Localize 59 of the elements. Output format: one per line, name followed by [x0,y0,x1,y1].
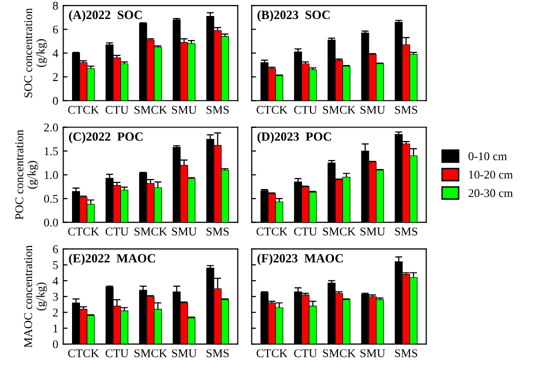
y-tick-label: 8 [52,2,58,10]
y-tick-label: 1.5 [44,147,58,156]
y-tick-label: 2 [53,308,58,316]
chart-title: (B)2023 SOC [258,10,330,22]
chart-title: (A)2022 SOC [69,10,142,22]
x-tick-label: CTU [294,349,317,358]
y-axis-title: SOC concentration (g/kg) [24,8,47,98]
y-tick-label: 4 [52,277,58,285]
x-tick-label: SMU [172,349,197,358]
y-tick-label: 2.0 [44,123,58,132]
chart-title: (F)2023 MAOC [258,254,343,266]
x-tick-label: SMCK [323,106,356,114]
y-tick-label: 0 [52,96,58,105]
y-tick-label: 6 [52,26,58,34]
y-tick-label: 0.0 [44,218,58,227]
y-tick-label: 2 [53,73,58,81]
x-tick-label: SMCK [134,228,168,236]
legend-label: 20-30 cm [468,189,513,198]
x-tick-label: SMS [206,106,229,114]
x-tick-label: SMS [395,228,418,236]
y-tick-label: 1.0 [44,171,58,180]
x-tick-label: SMU [360,228,386,236]
y-axis-title: POC concentration (g/kg) [15,130,38,220]
x-tick-label: CTU [294,106,317,114]
chart-title: (C)2022 POC [69,132,143,144]
legend-label: 0-10 cm [468,152,507,160]
y-tick-label: 1 [54,324,58,332]
x-tick-label: SMS [395,349,418,358]
x-tick-label: CTCK [68,349,100,358]
x-tick-label: CTCK [256,106,288,114]
x-tick-label: CTCK [256,228,288,236]
y-tick-label: 3 [53,292,58,301]
x-tick-label: SMS [395,106,418,114]
legend-label: 10-20 cm [469,170,513,179]
x-tick-label: CTCK [68,228,100,236]
y-tick-label: 4 [52,49,58,58]
x-tick-label: CTCK [68,106,100,114]
x-tick-label: SMU [172,228,197,236]
x-tick-label: SMCK [134,106,168,114]
y-tick-label: 6 [52,245,58,254]
chart-title: (E)2022 MAOC [69,254,156,266]
x-tick-label: SMCK [323,228,356,236]
x-tick-label: CTU [106,228,129,236]
x-tick-label: SMU [360,349,386,358]
x-tick-label: CTU [294,228,317,236]
x-tick-label: SMCK [323,349,356,358]
x-tick-label: CTU [106,106,129,114]
chart-title: (D)2023 POC [258,132,331,144]
x-tick-label: SMS [206,228,229,236]
y-tick-label: 0.5 [44,194,58,203]
x-tick-label: SMS [206,349,229,358]
y-tick-label: 5 [53,261,58,270]
x-tick-label: SMU [360,106,386,114]
x-tick-label: CTCK [256,349,288,358]
y-tick-label: 0 [52,340,58,348]
x-tick-label: SMCK [134,349,168,358]
y-axis-title: MAOC concentration (g/kg) [24,245,47,348]
x-tick-label: SMU [172,106,197,114]
x-tick-label: CTU [106,349,129,358]
